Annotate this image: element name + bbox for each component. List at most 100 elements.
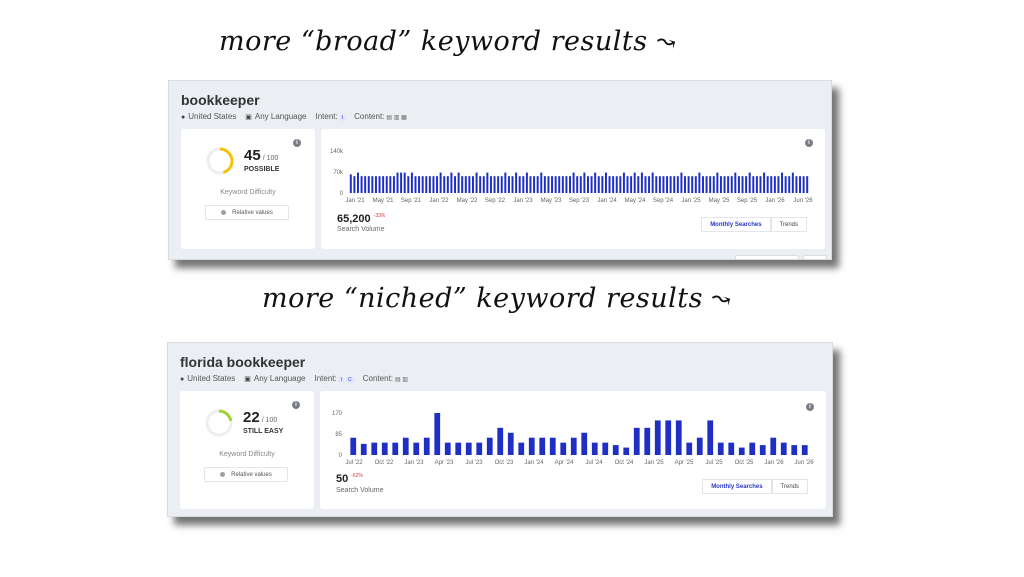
volume-bar[interactable] <box>529 176 532 193</box>
volume-bar[interactable] <box>626 176 629 193</box>
volume-bar[interactable] <box>414 176 417 193</box>
volume-bar[interactable] <box>425 176 428 193</box>
volume-bar[interactable] <box>591 442 598 455</box>
volume-bar[interactable] <box>536 176 539 193</box>
volume-bar[interactable] <box>590 176 593 193</box>
volume-bar[interactable] <box>356 172 359 193</box>
volume-bar[interactable] <box>737 176 740 193</box>
volume-bar[interactable] <box>669 176 672 193</box>
volume-bar[interactable] <box>551 176 554 193</box>
volume-bar[interactable] <box>400 172 403 193</box>
volume-bar[interactable] <box>528 437 535 455</box>
volume-bar[interactable] <box>476 442 483 455</box>
volume-bar[interactable] <box>612 176 615 193</box>
volume-bar[interactable] <box>719 176 722 193</box>
volume-bar[interactable] <box>630 176 633 193</box>
volume-bar[interactable] <box>763 172 766 193</box>
volume-bar[interactable] <box>698 172 701 193</box>
volume-bar[interactable] <box>450 172 453 193</box>
volume-bar[interactable] <box>479 176 482 193</box>
volume-bar[interactable] <box>680 172 683 193</box>
info-icon[interactable]: i <box>292 401 300 409</box>
volume-bar[interactable] <box>350 437 357 455</box>
volume-bar[interactable] <box>748 172 751 193</box>
volume-bar[interactable] <box>730 176 733 193</box>
volume-bar[interactable] <box>392 442 399 455</box>
volume-bar[interactable] <box>454 176 457 193</box>
volume-bar[interactable] <box>676 176 679 193</box>
volume-bar[interactable] <box>471 176 474 193</box>
volume-bar[interactable] <box>799 176 802 193</box>
volume-bar[interactable] <box>364 176 367 193</box>
volume-bar[interactable] <box>543 176 546 193</box>
volume-bar[interactable] <box>539 437 546 455</box>
volume-bar[interactable] <box>633 172 636 193</box>
volume-bar[interactable] <box>382 176 385 193</box>
volume-bar[interactable] <box>666 176 669 193</box>
volume-bar[interactable] <box>687 176 690 193</box>
volume-bar[interactable] <box>443 176 446 193</box>
volume-bar[interactable] <box>504 172 507 193</box>
relative-values-button[interactable]: Relative values <box>204 467 288 482</box>
volume-bar[interactable] <box>623 447 630 455</box>
volume-bar[interactable] <box>781 172 784 193</box>
volume-bar[interactable] <box>723 176 726 193</box>
volume-bar[interactable] <box>654 420 661 455</box>
volume-bar[interactable] <box>741 176 744 193</box>
volume-bar[interactable] <box>554 176 557 193</box>
volume-bar[interactable] <box>691 176 694 193</box>
volume-bar[interactable] <box>444 442 451 455</box>
volume-bar[interactable] <box>396 172 399 193</box>
volume-bar[interactable] <box>755 176 758 193</box>
volume-bar[interactable] <box>752 176 755 193</box>
volume-bar[interactable] <box>349 174 352 193</box>
volume-bar[interactable] <box>801 445 808 455</box>
volume-bar[interactable] <box>716 172 719 193</box>
volume-bar[interactable] <box>684 176 687 193</box>
volume-bar[interactable] <box>788 176 791 193</box>
volume-bar[interactable] <box>579 176 582 193</box>
volume-bar[interactable] <box>583 172 586 193</box>
info-icon[interactable]: i <box>806 403 814 411</box>
volume-bar[interactable] <box>407 176 410 193</box>
volume-bar[interactable] <box>773 176 776 193</box>
volume-bar[interactable] <box>602 442 609 455</box>
volume-bar[interactable] <box>507 432 514 455</box>
volume-bar[interactable] <box>651 172 654 193</box>
info-icon[interactable]: i <box>805 139 813 147</box>
volume-bar[interactable] <box>468 176 471 193</box>
tab-trends[interactable]: Trends <box>770 217 807 232</box>
volume-bar[interactable] <box>712 176 715 193</box>
volume-bar[interactable] <box>446 176 449 193</box>
volume-bar[interactable] <box>745 176 748 193</box>
volume-bar[interactable] <box>464 176 467 193</box>
volume-bar[interactable] <box>581 432 588 455</box>
volume-bar[interactable] <box>518 176 521 193</box>
volume-bar[interactable] <box>428 176 431 193</box>
volume-bar[interactable] <box>705 176 708 193</box>
volume-bar[interactable] <box>533 176 536 193</box>
volume-bar[interactable] <box>392 176 395 193</box>
volume-bar[interactable] <box>673 176 676 193</box>
volume-bar[interactable] <box>604 172 607 193</box>
volume-bar[interactable] <box>759 445 766 455</box>
volume-bar[interactable] <box>461 176 464 193</box>
volume-bar[interactable] <box>525 172 528 193</box>
volume-bar[interactable] <box>597 176 600 193</box>
volume-bar[interactable] <box>734 172 737 193</box>
volume-bar[interactable] <box>436 176 439 193</box>
volume-bar[interactable] <box>432 176 435 193</box>
volume-bar[interactable] <box>570 437 577 455</box>
volume-bar[interactable] <box>493 176 496 193</box>
country-filter[interactable]: ● United States <box>181 112 236 121</box>
volume-bar[interactable] <box>421 176 424 193</box>
volume-bar[interactable] <box>728 442 735 455</box>
volume-bar[interactable] <box>644 427 651 455</box>
volume-bar[interactable] <box>511 176 514 193</box>
volume-bar[interactable] <box>780 442 787 455</box>
volume-bar[interactable] <box>475 172 478 193</box>
volume-bar[interactable] <box>560 442 567 455</box>
volume-bar[interactable] <box>434 413 441 455</box>
volume-bar[interactable] <box>572 172 575 193</box>
volume-bar[interactable] <box>619 176 622 193</box>
